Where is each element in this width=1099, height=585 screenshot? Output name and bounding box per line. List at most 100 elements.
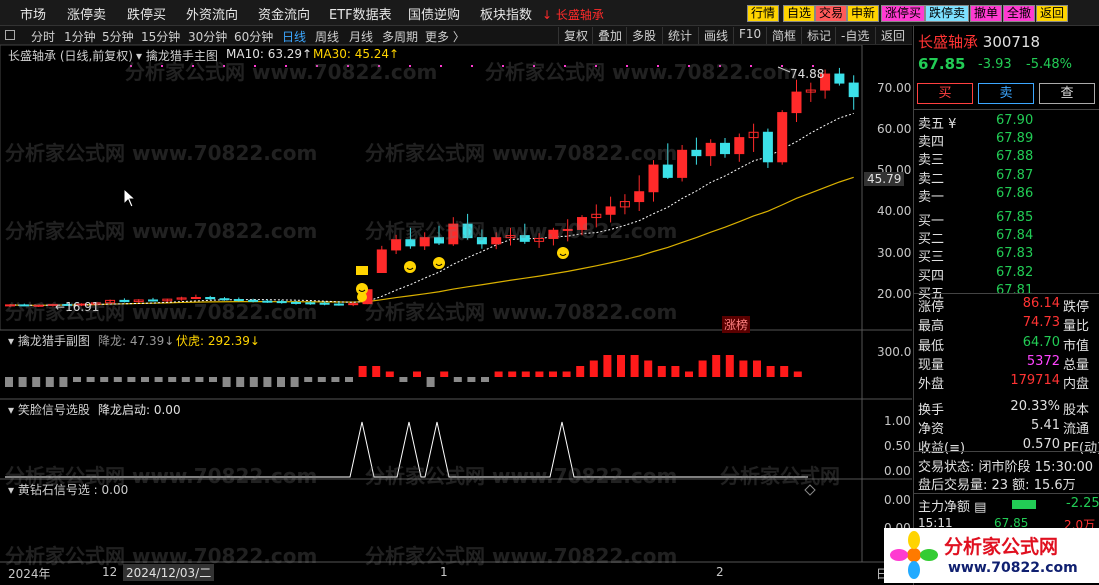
query-button[interactable]: 查	[1039, 83, 1095, 104]
sub1-bar	[385, 371, 394, 377]
candle-body	[705, 142, 716, 157]
candle-body	[648, 164, 659, 193]
sub1-bar	[32, 377, 41, 387]
chart-tool-6[interactable]: 简框	[766, 27, 796, 44]
quick-btn-0[interactable]: 行情	[747, 5, 780, 22]
ma30-label: MA30: 45.24↑	[313, 47, 400, 61]
period-tab-3[interactable]: 15分钟	[141, 30, 181, 44]
menu-limit-down-buy[interactable]: 跌停买	[127, 8, 167, 23]
price-change: -3.93	[978, 57, 1012, 72]
candle-body	[562, 228, 573, 231]
sub1-bar	[277, 377, 285, 387]
period-tab-9[interactable]: 多周期	[382, 30, 419, 44]
quick-btn-5[interactable]: 跌停卖	[925, 5, 970, 22]
chart-tool-8[interactable]: -自选	[835, 27, 869, 44]
quick-btn-1[interactable]: 自选	[783, 5, 816, 22]
orderbook-level[interactable]: 买五	[918, 286, 945, 302]
main-net-flow-label: 主力净额 ▤	[918, 500, 987, 515]
orderbook-level[interactable]: 卖一	[918, 189, 945, 205]
sub2-header[interactable]: ▾ 笑脸信号选股	[8, 401, 90, 418]
site-logo: 分析家公式网 www.70822.com	[884, 528, 1099, 583]
smile-icon	[433, 257, 445, 269]
sub3-header[interactable]: ▾ 黄钻石信号选 : 0.00	[8, 481, 128, 498]
menu-market[interactable]: 市场	[20, 8, 47, 23]
menu-etf-table[interactable]: ETF数据表	[329, 8, 392, 23]
menu-treasury-repo[interactable]: 国债逆购	[408, 8, 461, 23]
low-price-label: ←16.91	[55, 300, 100, 314]
chart-tool-5[interactable]: F10	[733, 27, 761, 44]
candle-body	[119, 299, 130, 303]
sub1-bar	[739, 360, 748, 377]
orderbook-level[interactable]: 卖四	[918, 135, 945, 151]
menu-limit-up-sell[interactable]: 涨停卖	[67, 8, 107, 23]
stat-label: 收益(≡)	[918, 441, 966, 457]
price-tick-40: 40.00	[877, 204, 912, 218]
kline-chart[interactable]	[0, 45, 912, 585]
period-tab-6[interactable]: 日线	[282, 30, 307, 44]
top-dot	[626, 65, 628, 67]
top-dot	[316, 65, 318, 67]
menu-sector-index[interactable]: 板块指数	[480, 8, 533, 23]
candle-body	[133, 299, 144, 303]
sub1-header[interactable]: ▾ 擒龙猎手副图	[8, 332, 90, 349]
stat-label: 最高	[918, 319, 945, 335]
main-net-flow-value: -2.25	[1066, 496, 1099, 511]
chart-tool-3[interactable]: 统计	[662, 27, 692, 44]
period-tab-10[interactable]: 更多 〉	[425, 30, 465, 44]
period-tab-7[interactable]: 周线	[315, 30, 340, 44]
orderbook-level[interactable]: 卖五 ¥	[918, 117, 957, 132]
sub1-bar	[630, 355, 639, 377]
orderbook-level[interactable]: 买一	[918, 214, 945, 229]
top-dot	[781, 65, 783, 67]
orderbook-level[interactable]: 卖三	[918, 153, 945, 169]
period-toolbar: 分时 1分钟 5分钟 15分钟 30分钟 60分钟 日线 周线 月线 多周期 更多 〉 复权 叠加 多股…	[0, 26, 912, 45]
candle-body	[262, 300, 273, 303]
candle-body	[519, 235, 530, 242]
sub1-bar	[127, 377, 136, 382]
quick-btn-4[interactable]: 涨停买	[881, 5, 926, 22]
menu-foreign-flow[interactable]: 外资流向	[186, 8, 239, 23]
quick-btn-7[interactable]: 全撤	[1003, 5, 1036, 22]
quick-btn-6[interactable]: 撤单	[970, 5, 1003, 22]
period-tab-5[interactable]: 60分钟	[234, 30, 274, 44]
orderbook-price: 67.85	[996, 210, 1034, 225]
sub1-bar	[440, 371, 449, 377]
price-change-pct: -5.48%	[1026, 57, 1072, 72]
orderbook-level[interactable]: 买四	[918, 268, 945, 284]
chart-tool-1[interactable]: 叠加	[592, 27, 622, 44]
tick-price: 67.85	[994, 516, 1029, 530]
chart-tool-0[interactable]: 复权	[558, 27, 588, 44]
chart-tool-9[interactable]: 返回	[875, 27, 905, 44]
orderbook-price: 67.82	[996, 264, 1034, 280]
buy-button[interactable]: 买	[917, 83, 973, 104]
candle-body	[148, 299, 158, 302]
main-indicator-name[interactable]: ▾ 擒龙猎手主图	[136, 47, 218, 64]
cursor-price-label: 45.79	[864, 172, 905, 186]
stock-name: 长盛轴承 300718	[918, 33, 1041, 51]
stat-label-2: 股本	[1063, 402, 1090, 418]
price-tick-70: 70.00	[877, 81, 912, 95]
period-tab-0[interactable]: 分时	[31, 30, 56, 44]
quick-btn-8[interactable]: 返回	[1036, 5, 1069, 22]
chart-tool-7[interactable]: 标记	[801, 27, 831, 44]
candle-body	[577, 217, 587, 230]
stat-label: 换手	[918, 402, 945, 418]
chart-tool-2[interactable]: 多股	[626, 27, 656, 44]
period-tab-8[interactable]: 月线	[349, 30, 374, 44]
sub1-bar	[508, 371, 517, 377]
panel-toggle-icon[interactable]	[5, 30, 15, 40]
orderbook-level[interactable]: 买二	[918, 232, 945, 248]
orderbook-level[interactable]: 卖二	[918, 171, 945, 187]
orderbook-price: 67.88	[996, 149, 1034, 165]
last-price: 67.85	[918, 55, 966, 73]
sell-button[interactable]: 卖	[978, 83, 1034, 104]
quick-btn-2[interactable]: 交易	[815, 5, 848, 22]
period-tab-2[interactable]: 5分钟	[102, 30, 134, 44]
chart-tool-4[interactable]: 画线	[698, 27, 728, 44]
sub1-bar	[331, 377, 340, 382]
period-tab-1[interactable]: 1分钟	[64, 30, 96, 44]
quick-btn-3[interactable]: 申新	[847, 5, 880, 22]
orderbook-level[interactable]: 买三	[918, 250, 945, 266]
period-tab-4[interactable]: 30分钟	[188, 30, 228, 44]
menu-capital-flow[interactable]: 资金流向	[258, 8, 311, 23]
